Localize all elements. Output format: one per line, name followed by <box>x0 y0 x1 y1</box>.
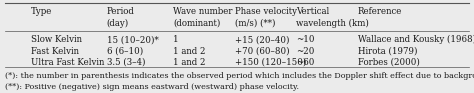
Text: wavelength (km): wavelength (km) <box>296 19 369 28</box>
Text: Reference: Reference <box>358 7 402 16</box>
Text: (dominant): (dominant) <box>173 19 220 28</box>
Text: 6 (6–10): 6 (6–10) <box>107 46 143 56</box>
Text: Fast Kelvin: Fast Kelvin <box>31 46 79 56</box>
Text: +70 (60–80): +70 (60–80) <box>235 46 289 56</box>
Text: +150 (120–150): +150 (120–150) <box>235 58 306 67</box>
Text: (day): (day) <box>107 19 129 28</box>
Text: 3.5 (3–4): 3.5 (3–4) <box>107 58 145 67</box>
Text: Type: Type <box>31 7 52 16</box>
Text: 1 and 2: 1 and 2 <box>173 58 206 67</box>
Text: 1 and 2: 1 and 2 <box>173 46 206 56</box>
Text: Slow Kelvin: Slow Kelvin <box>31 35 82 44</box>
Text: Forbes (2000): Forbes (2000) <box>358 58 420 67</box>
Text: Wallace and Kousky (1968): Wallace and Kousky (1968) <box>358 35 474 44</box>
Text: 1: 1 <box>173 35 179 44</box>
Text: +15 (20–40): +15 (20–40) <box>235 35 289 44</box>
Text: 15 (10–20)*: 15 (10–20)* <box>107 35 158 44</box>
Text: (m/s) (**): (m/s) (**) <box>235 19 275 28</box>
Text: (*): the number in parenthesis indicates the observed period which includes the : (*): the number in parenthesis indicates… <box>5 72 474 80</box>
Text: Hirota (1979): Hirota (1979) <box>358 46 418 56</box>
Text: ~20: ~20 <box>296 46 315 56</box>
Text: (**): Positive (negative) sign means eastward (westward) phase velocity.: (**): Positive (negative) sign means eas… <box>5 83 299 91</box>
Text: Wave number: Wave number <box>173 7 233 16</box>
Text: Vertical: Vertical <box>296 7 329 16</box>
Text: Ultra Fast Kelvin: Ultra Fast Kelvin <box>31 58 104 67</box>
Text: ~60: ~60 <box>296 58 315 67</box>
Text: ~10: ~10 <box>296 35 315 44</box>
Text: Phase velocity: Phase velocity <box>235 7 297 16</box>
Text: Period: Period <box>107 7 135 16</box>
